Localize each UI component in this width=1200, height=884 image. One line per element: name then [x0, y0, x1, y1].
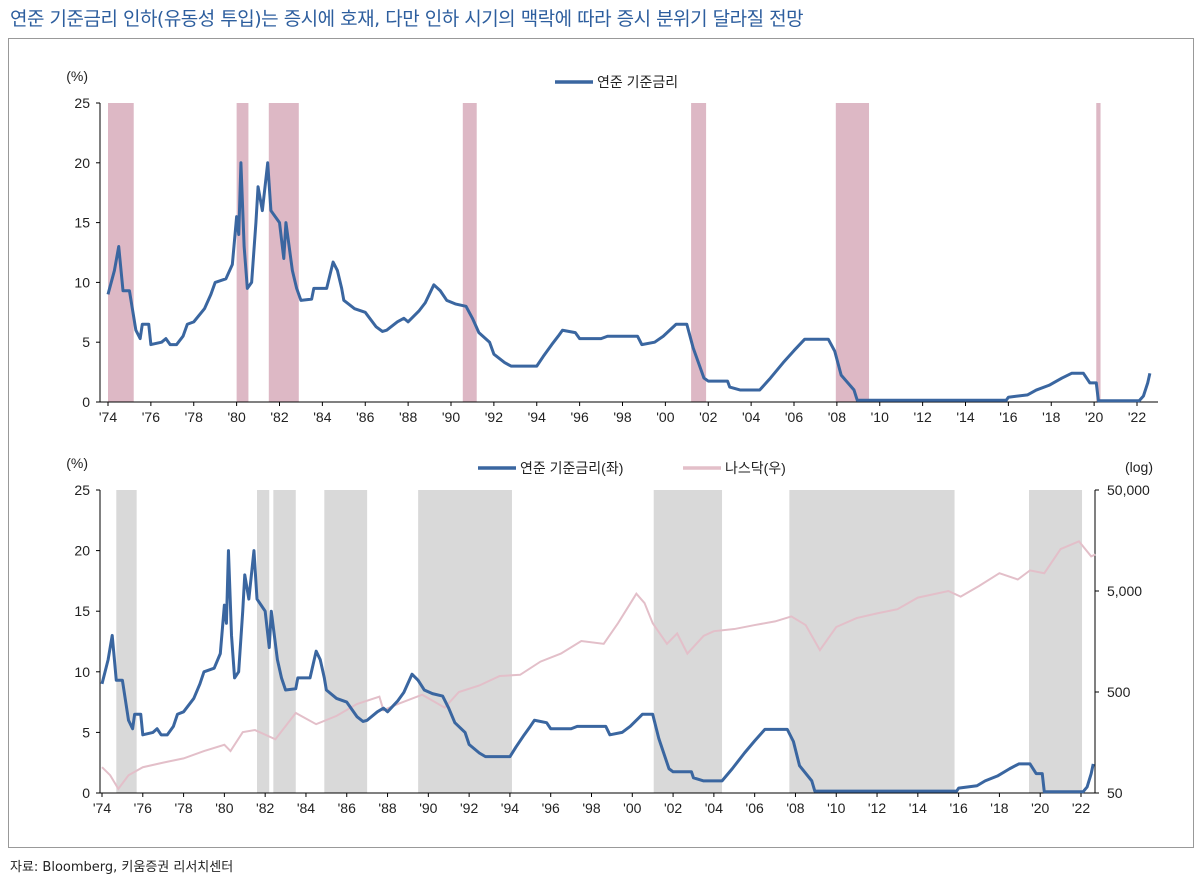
x-tick-label: '12	[914, 409, 932, 425]
x-tick-label: '80	[228, 409, 246, 425]
y-tick-label: 25	[74, 482, 90, 498]
nasdaq-line	[101, 540, 1096, 791]
legend-label: 나스닥(우)	[725, 460, 786, 476]
legend-label: 연준 기준금리(좌)	[520, 460, 623, 476]
y-right-axis-label: (log)	[1125, 459, 1153, 475]
legend-label: 연준 기준금리	[597, 74, 678, 90]
x-tick-label: '78	[174, 800, 192, 816]
x-tick-label: '86	[356, 409, 374, 425]
y-right-tick-label: 50,000	[1107, 482, 1150, 498]
x-tick-label: '76	[142, 409, 160, 425]
x-tick-label: '82	[270, 409, 288, 425]
x-tick-label: '82	[256, 800, 274, 816]
x-tick-label: '00	[656, 409, 674, 425]
y-axis-label: (%)	[66, 68, 88, 84]
x-tick-label: '78	[185, 409, 203, 425]
shaded-period	[273, 490, 296, 793]
y-tick-label: 15	[74, 215, 90, 231]
shaded-period	[835, 103, 870, 402]
x-tick-label: '80	[215, 800, 233, 816]
x-tick-label: '10	[827, 800, 845, 816]
y-tick-label: 5	[82, 724, 90, 740]
x-tick-label: '02	[699, 409, 717, 425]
x-tick-label: '16	[950, 800, 968, 816]
shaded-period	[462, 103, 477, 402]
fed-rate-line	[106, 161, 1152, 403]
x-tick-label: '94	[528, 409, 546, 425]
shaded-period	[418, 490, 512, 793]
x-tick-label: '88	[399, 409, 417, 425]
x-tick-label: '20	[1085, 409, 1103, 425]
x-tick-label: '16	[999, 409, 1017, 425]
x-tick-label: '96	[542, 800, 560, 816]
x-tick-label: '84	[313, 409, 331, 425]
shaded-period	[691, 103, 707, 402]
x-tick-label: '74	[99, 409, 117, 425]
x-tick-label: '00	[623, 800, 641, 816]
x-tick-label: '06	[746, 800, 764, 816]
x-tick-label: '04	[705, 800, 723, 816]
x-tick-label: '06	[785, 409, 803, 425]
shaded-period	[257, 490, 270, 793]
y-right-tick-label: 500	[1107, 684, 1131, 700]
y-tick-label: 5	[82, 334, 90, 350]
x-tick-label: '02	[664, 800, 682, 816]
shaded-period	[108, 103, 134, 402]
y-right-tick-label: 50	[1107, 785, 1123, 801]
x-tick-label: '18	[1042, 409, 1060, 425]
y-tick-label: 10	[74, 274, 90, 290]
x-tick-label: '98	[582, 800, 600, 816]
x-tick-label: '94	[501, 800, 519, 816]
x-tick-label: '84	[297, 800, 315, 816]
page-title: 연준 기준금리 인하(유동성 투입)는 증시에 호재, 다만 인하 시기의 맥락…	[10, 8, 804, 30]
x-tick-label: '22	[1128, 409, 1146, 425]
x-tick-label: '88	[378, 800, 396, 816]
x-tick-label: '12	[868, 800, 886, 816]
shaded-period	[324, 490, 368, 793]
x-tick-label: '96	[571, 409, 589, 425]
shaded-period	[1028, 490, 1083, 793]
y-tick-label: 20	[74, 543, 90, 559]
shaded-period	[116, 490, 137, 793]
y-tick-label: 20	[74, 155, 90, 171]
shaded-period	[236, 103, 249, 402]
x-tick-label: '98	[613, 409, 631, 425]
x-tick-label: '92	[485, 409, 503, 425]
y-tick-label: 0	[82, 394, 90, 410]
shaded-period	[789, 490, 955, 793]
x-tick-label: '14	[909, 800, 927, 816]
x-tick-label: '18	[990, 800, 1008, 816]
x-tick-label: '90	[419, 800, 437, 816]
shaded-period	[653, 490, 723, 793]
x-tick-label: '92	[460, 800, 478, 816]
x-tick-label: '76	[134, 800, 152, 816]
x-tick-label: '14	[956, 409, 974, 425]
shaded-period	[1096, 103, 1101, 402]
y-axis-label: (%)	[66, 455, 88, 471]
y-tick-label: 10	[74, 664, 90, 680]
y-tick-label: 25	[74, 95, 90, 111]
x-tick-label: '04	[742, 409, 760, 425]
x-tick-label: '20	[1031, 800, 1049, 816]
x-tick-label: '74	[93, 800, 111, 816]
y-right-tick-label: 5,000	[1107, 583, 1142, 599]
x-tick-label: '08	[828, 409, 846, 425]
source-note: 자료: Bloomberg, 키움증권 리서치센터	[10, 860, 234, 875]
x-tick-label: '86	[338, 800, 356, 816]
y-tick-label: 15	[74, 603, 90, 619]
x-tick-label: '22	[1072, 800, 1090, 816]
y-tick-label: 0	[82, 785, 90, 801]
x-tick-label: '90	[442, 409, 460, 425]
chart-frame	[8, 38, 1194, 848]
x-tick-label: '10	[871, 409, 889, 425]
x-tick-label: '08	[786, 800, 804, 816]
fed-rate-line	[100, 549, 1095, 794]
